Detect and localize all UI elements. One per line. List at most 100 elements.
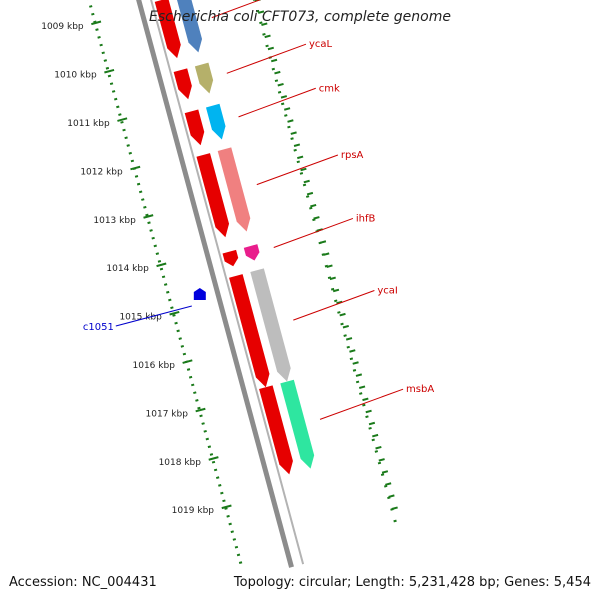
gc-ring-mark xyxy=(274,70,281,75)
gene-aroa-cds-arrow xyxy=(154,0,181,59)
gene-cmk-cog-arrow xyxy=(205,103,226,140)
ruler-tick xyxy=(221,504,232,510)
gc-ring-mark xyxy=(372,433,379,438)
gene-cmk-label-leader xyxy=(238,87,316,118)
gc-ring-mark xyxy=(381,470,389,474)
gc-ring-mark xyxy=(349,349,356,353)
feature-c1051-marker xyxy=(193,288,206,301)
gene-cmk-label: cmk xyxy=(319,83,340,94)
ruler-tick xyxy=(182,359,193,364)
gc-ring-mark xyxy=(293,143,301,147)
gc-ring-mark xyxy=(270,58,278,63)
gene-aroa-cds-arrow-shape xyxy=(154,0,181,59)
gene-aroa-cog-arrow xyxy=(175,0,203,53)
gc-ring-mark xyxy=(284,107,291,111)
feature-c1051-leader xyxy=(115,305,192,327)
ruler-tick xyxy=(195,407,206,413)
gc-ring-mark xyxy=(358,385,366,389)
gc-ring-mark xyxy=(345,337,353,341)
gc-ring-mark xyxy=(313,216,320,220)
gene-ihfb-cds-arrow-shape xyxy=(222,249,239,267)
ruler-tick-label: 1019 kbp xyxy=(172,506,215,516)
gene-rpsa-cog-arrow-shape xyxy=(217,147,251,232)
gene-aroa-label-leader xyxy=(211,0,261,19)
gene-ycai-cds-arrow xyxy=(229,274,270,388)
gc-ring-mark xyxy=(297,155,304,160)
ruler-tick xyxy=(117,117,128,122)
gc-ring-mark xyxy=(277,82,284,87)
gene-ycai-label: ycaI xyxy=(377,285,398,296)
gc-ring-mark xyxy=(267,46,275,51)
gc-ring-mark xyxy=(264,34,271,39)
gene-ihfb-cog-arrow xyxy=(243,244,260,261)
gene-ycai-cog-arrow xyxy=(250,268,291,382)
gene-rpsa-label-leader xyxy=(256,154,339,186)
ruler-tick xyxy=(91,20,102,26)
gc-ring-mark xyxy=(290,131,297,135)
gc-ring-mark xyxy=(257,10,265,14)
gc-ring-mark xyxy=(352,361,359,365)
gene-cmk-cog-arrow-shape xyxy=(205,103,226,140)
gene-ycal-cog-arrow xyxy=(194,62,214,94)
gene-ihfb-cds-arrow xyxy=(222,249,239,267)
gene-msba-cog-arrow-shape xyxy=(280,379,315,469)
gene-ycal-cds-arrow xyxy=(173,68,192,100)
ruler-tick-label: 1010 kbp xyxy=(54,71,97,81)
gene-cmk-cds-arrow-shape xyxy=(184,109,205,146)
gene-msba-label-leader xyxy=(319,388,404,420)
ruler-tick-label: 1016 kbp xyxy=(133,361,176,371)
gene-ihfb-label: ihfB xyxy=(356,213,376,224)
gc-ring-mark xyxy=(319,240,327,244)
gc-ring-mark xyxy=(388,494,395,498)
ruler-tick-label: 1011 kbp xyxy=(67,119,110,129)
gene-msba-cog-arrow xyxy=(280,379,315,469)
gene-msba-cds-arrow-shape xyxy=(259,385,293,475)
gc-ring-mark xyxy=(287,119,294,123)
gene-ycal-label: ycaL xyxy=(309,39,333,50)
genome-backbone-inner xyxy=(150,0,305,565)
genome-backbone xyxy=(136,0,294,568)
gc-ring-mark xyxy=(378,458,385,462)
ruler-tick xyxy=(156,262,167,268)
gene-rpsa-label: rpsA xyxy=(341,150,364,161)
ruler-tick xyxy=(143,214,154,219)
gene-ycai-cds-arrow-shape xyxy=(229,274,270,388)
gc-ring-mark xyxy=(306,191,314,196)
gc-ring-mark xyxy=(300,167,307,172)
gene-msba-label: msbA xyxy=(406,384,434,395)
gc-ring-mark xyxy=(280,95,288,99)
gc-ring-mark xyxy=(261,22,268,26)
ruler-tick xyxy=(208,456,219,461)
gc-ring-mark xyxy=(355,373,363,377)
gc-ring-mark xyxy=(385,482,392,486)
feature-c1051-label: c1051 xyxy=(83,322,114,333)
gc-ring-mark xyxy=(310,203,317,208)
ruler-tick-label: 1012 kbp xyxy=(80,167,123,177)
ruler-tick xyxy=(169,310,180,316)
gene-ycai-label-leader xyxy=(293,290,375,321)
gc-ring-line xyxy=(253,0,398,524)
gc-ring-mark xyxy=(362,397,369,402)
gc-ring-mark xyxy=(365,409,372,414)
gene-ycal-cog-arrow-shape xyxy=(194,62,214,94)
gc-ring-mark xyxy=(375,445,382,450)
gc-ring-mark xyxy=(254,0,261,2)
gene-rpsa-cds-arrow-shape xyxy=(196,153,230,238)
gc-ring-mark xyxy=(332,288,340,293)
map-title: Escherichia coli CFT073, complete genome xyxy=(149,9,451,25)
gc-ring-mark xyxy=(342,324,349,329)
gene-rpsa-cds-arrow xyxy=(196,153,230,238)
ruler-tick-label: 1013 kbp xyxy=(93,216,136,226)
gene-rpsa-cog-arrow xyxy=(217,147,251,232)
gene-ihfb-cog-arrow-shape xyxy=(243,244,260,261)
gc-ring-mark xyxy=(323,252,330,256)
ruler-tick-label: 1018 kbp xyxy=(159,458,202,468)
genome-summary-text: Topology: circular; Length: 5,231,428 bp… xyxy=(233,575,591,590)
gc-ring-mark xyxy=(391,506,398,510)
ruler-tick xyxy=(130,165,141,171)
gene-ycai-cog-arrow-shape xyxy=(250,268,291,382)
ruler-tick-label: 1009 kbp xyxy=(41,22,84,32)
accession-text: Accession: NC_004431 xyxy=(9,575,157,590)
gene-msba-cds-arrow xyxy=(259,385,293,475)
